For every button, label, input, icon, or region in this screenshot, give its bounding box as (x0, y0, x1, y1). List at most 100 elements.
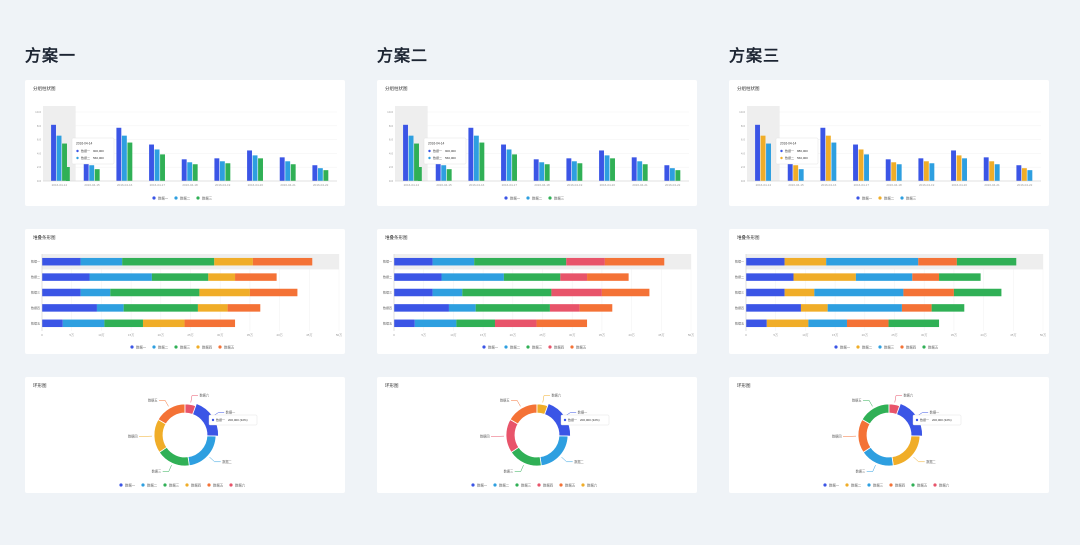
tooltip-title: 2016-04-14 (428, 142, 445, 146)
y-tick-label: 2.0 (37, 165, 42, 169)
bar (793, 165, 799, 181)
stacked-segment (551, 288, 602, 297)
bar (317, 168, 323, 181)
x-tick-label: 25万 (187, 333, 193, 337)
x-tick-label: 20万 (510, 333, 516, 337)
slice-label: 数据一 (578, 410, 588, 415)
legend-marker (515, 483, 519, 487)
donut-slice (509, 403, 538, 425)
legend-marker (900, 345, 904, 349)
tooltip-value: 200,000 (32%) (228, 418, 248, 422)
bar (885, 159, 891, 181)
bar (853, 144, 858, 181)
legend-marker (570, 345, 574, 349)
stacked-segment (601, 288, 650, 297)
chart-svg: 0 5万 10万 15万 20万 25万 30万 35万 40万 45万 50万数据一数据二数据三数… (31, 254, 342, 349)
tooltip-value: 560,000 (445, 156, 456, 160)
donut-slice (157, 403, 186, 425)
legend-label: 数据五 (224, 344, 235, 349)
stacked-segment (42, 273, 90, 281)
x-tick-label: 2016-04-21 (984, 183, 1000, 187)
bar (956, 155, 962, 181)
legend-label: 数据四 (202, 344, 213, 349)
tooltip: 数据一 200,000 (32%) (208, 414, 258, 426)
stacked-segment (208, 273, 236, 281)
legend-label: 数据三 (532, 344, 543, 349)
stacked-segment (42, 288, 81, 297)
donut-slice (184, 403, 197, 415)
stacked-segment (142, 319, 185, 328)
slice-label: 数据五 (148, 397, 158, 402)
legend-marker (548, 196, 552, 200)
stacked-segment (394, 288, 433, 297)
y-tick-label: 数据四 (383, 305, 392, 310)
bar (637, 161, 643, 181)
legend-label: 数据二 (884, 195, 895, 200)
chart-svg: 0.0 2.0 4.0 6.0 8.0 10.0 2016-04-14 2016-04-15 2… (739, 106, 1041, 200)
stacked-segment (89, 273, 152, 281)
stacked-segment (560, 273, 588, 281)
bar (214, 158, 220, 181)
bar (121, 135, 127, 181)
legend-label: 数据二 (180, 195, 191, 200)
bar (604, 155, 610, 181)
x-tick-label: 2016-04-18 (886, 183, 902, 187)
bar (831, 142, 837, 181)
bar (312, 165, 318, 181)
legend-marker (119, 483, 123, 487)
stacked-segment (494, 319, 537, 328)
legend-marker (581, 483, 585, 487)
legend-label: 数据三 (873, 482, 884, 487)
stacked-segment (784, 288, 815, 297)
stacked-segment (746, 257, 785, 266)
slice-label: 数据六 (199, 393, 209, 398)
x-tick-label: 2016-04-19 (919, 183, 935, 187)
y-tick-label: 数据五 (735, 320, 744, 325)
tooltip-marker (428, 156, 431, 160)
tooltip-title: 2016-04-14 (780, 142, 797, 146)
legend-label: 数据六 (939, 482, 950, 487)
bar (929, 163, 935, 181)
x-tick-label: 2016-04-17 (854, 183, 870, 187)
tooltip-value: 560,000 (797, 156, 808, 160)
legend-marker (196, 196, 200, 200)
bar (820, 127, 826, 181)
bar (539, 162, 545, 181)
x-tick-label: 40万 (628, 333, 634, 337)
stacked-segment (549, 304, 580, 312)
x-tick-label: 15万 (128, 333, 134, 337)
legend-label: 数据六 (235, 482, 246, 487)
stacked-segment (784, 257, 827, 266)
bar (468, 127, 474, 181)
y-tick-label: 数据二 (735, 274, 744, 279)
chart-card-stacked-bar: 堆叠条形图 0 5万 10万 15万 20万 25万 30万 35万 40万 45万 50万 数据一 数据… (25, 229, 345, 354)
legend-label: 数据三 (169, 482, 180, 487)
y-tick-label: 数据四 (31, 305, 40, 310)
stacked-segment (80, 257, 123, 266)
bar (258, 158, 263, 181)
y-tick-label: 2.0 (741, 165, 746, 169)
legend-label: 数据二 (147, 482, 158, 487)
tooltip-value: 200,000 (32%) (932, 418, 952, 422)
bar (766, 143, 771, 181)
stacked-segment (151, 273, 209, 281)
tooltip-series-name: 数据二 (433, 155, 442, 160)
bar (994, 164, 1000, 181)
stacked-segment (432, 257, 475, 266)
chart-title: 环形图 (33, 383, 47, 388)
donut-slice (891, 435, 921, 467)
scheme-title: 方案二 (377, 46, 429, 65)
tooltip-series-name: 数据二 (81, 155, 90, 160)
legend-marker (482, 345, 486, 349)
y-tick-label: 数据五 (383, 320, 392, 325)
bar (89, 165, 95, 181)
tooltip-box (560, 414, 610, 426)
leader-line (209, 456, 221, 463)
bar (760, 135, 766, 181)
legend-label: 数据四 (895, 482, 906, 487)
slice-label: 数据二 (574, 459, 584, 464)
chart-card-grouped-bar: 分组柱状图 0.0 2.0 4.0 6.0 8.0 10.0 2016-04-14 2016-0… (729, 80, 1049, 206)
bar (435, 156, 441, 181)
